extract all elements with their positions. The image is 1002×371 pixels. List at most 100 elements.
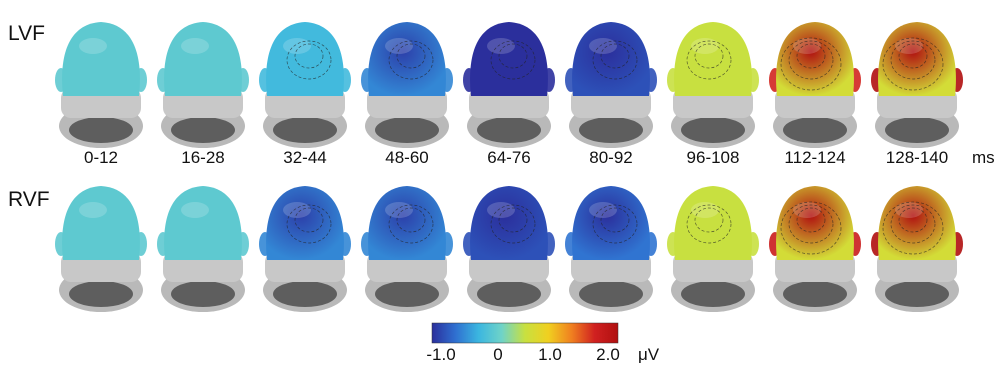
head-contour [396,43,426,69]
head-map [769,186,861,312]
head-neck [171,281,235,307]
head-highlight [589,38,617,54]
head-neck [69,117,133,143]
head-map [157,186,249,312]
head-neck [885,281,949,307]
head-contour [898,207,928,233]
head-contour [788,40,834,80]
head-contour [388,204,434,244]
head-contour [498,43,528,69]
head-contour [294,207,324,233]
head-neck [171,117,235,143]
head-contour [796,43,826,69]
head-map [871,22,963,148]
head-map [55,22,147,148]
head-map [157,22,249,148]
head-scalp [368,22,446,96]
head-map [361,186,453,312]
head-map [463,186,555,312]
head-scalp [572,22,650,96]
head-neck [477,281,541,307]
head-contour [890,40,936,80]
head-contour [286,40,332,80]
head-highlight [181,202,209,218]
time-label: 0-12 [83,148,119,167]
head-contour [686,40,732,80]
head-highlight [487,202,515,218]
head-contour [890,204,936,244]
head-contour [286,204,332,244]
head-highlight [79,202,107,218]
head-map [565,186,657,312]
head-map [769,22,861,148]
head-neck [273,281,337,307]
head-neck [579,281,643,307]
head-contour [490,40,536,80]
head-highlight [385,202,413,218]
head-contour [694,43,724,69]
head-highlight [79,38,107,54]
head-neck [375,117,439,143]
head-contour [898,43,928,69]
time-label: 80-92 [589,148,633,167]
head-contour [686,204,732,244]
head-map [871,186,963,312]
head-highlight [691,38,719,54]
time-label: 112-124 [784,148,846,167]
head-highlight [385,38,413,54]
head-neck [69,281,133,307]
head-scalp [266,186,344,260]
head-map [667,22,759,148]
head-contour [600,207,630,233]
head-contour [592,204,638,244]
head-map [667,186,759,312]
head-highlight [283,38,311,54]
time-label: 16-28 [181,148,225,167]
head-scalp [878,22,956,96]
head-map [55,186,147,312]
head-map [259,186,351,312]
head-scalp [470,186,548,260]
head-scalp [776,22,854,96]
head-neck [783,117,847,143]
head-map [361,22,453,148]
head-highlight [895,202,923,218]
head-scalp [62,22,140,96]
head-highlight [793,202,821,218]
time-label: 48-60 [385,148,429,167]
head-neck [885,117,949,143]
head-highlight [181,38,209,54]
head-map [565,22,657,148]
head-contour [388,40,434,80]
head-neck [375,281,439,307]
head-scalp [572,186,650,260]
head-scalp [164,186,242,260]
colorbar-tick-label: -1.0 [426,345,456,364]
head-contour [780,201,842,255]
head-highlight [487,38,515,54]
head-map [463,22,555,148]
colorbar-tick-label: 2.0 [596,345,620,364]
colorbar [431,322,619,344]
colorbar-unit-label: μV [638,345,660,364]
head-map [259,22,351,148]
time-label: 128-140 [885,148,949,167]
colorbar-tick-label: 1.0 [538,345,562,364]
head-contour [694,207,724,233]
head-contour [780,37,842,91]
head-highlight [691,202,719,218]
head-scalp [266,22,344,96]
head-scalp [776,186,854,260]
head-scalp [878,186,956,260]
head-highlight [895,38,923,54]
head-scalp [368,186,446,260]
head-highlight [793,38,821,54]
head-contour [796,207,826,233]
time-label: 96-108 [686,148,740,167]
head-contour [600,43,630,69]
head-scalp [470,22,548,96]
time-label: 32-44 [283,148,327,167]
row-label-rvf: RVF [8,188,50,211]
